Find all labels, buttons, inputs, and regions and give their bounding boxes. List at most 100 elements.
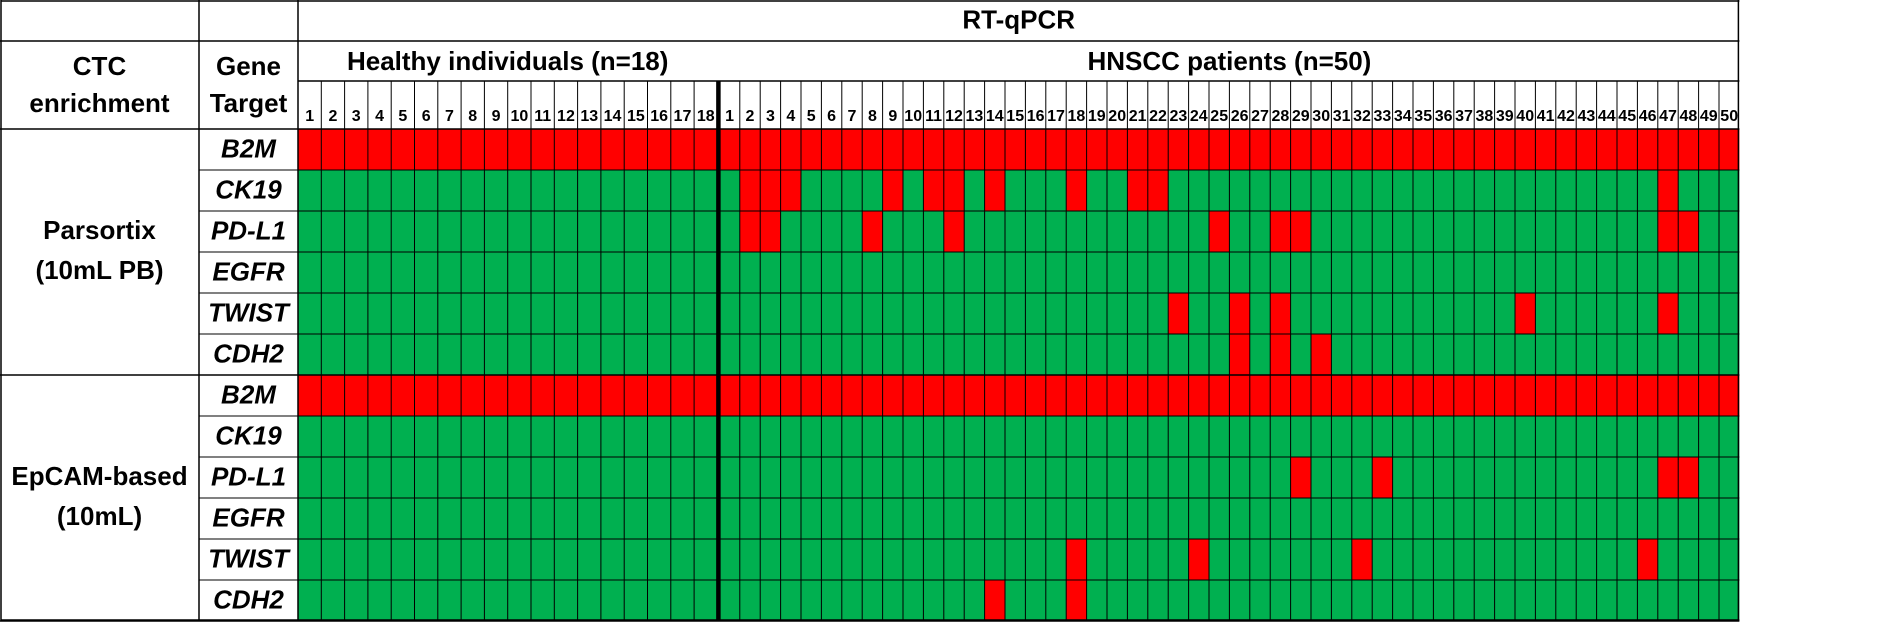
cell-patient-b2m-17: [1045, 375, 1067, 416]
cell-healthy-ck19-10: [507, 170, 531, 211]
healthy-col-number: 11: [534, 108, 551, 125]
cell-patient-twist-49: [1698, 293, 1719, 334]
cell-patient-twist-10: [903, 539, 924, 580]
cell-patient-twist-23: [1168, 539, 1189, 580]
cell-patient-egfr-10: [903, 252, 924, 293]
cell-patient-twist-40: [1515, 539, 1536, 580]
cell-healthy-pd-l1-8: [461, 457, 485, 498]
cell-patient-ck19-11: [923, 170, 944, 211]
cell-patient-ck19-45: [1617, 170, 1638, 211]
cell-patient-cdh2-6: [821, 580, 842, 621]
cell-patient-twist-40: [1515, 293, 1536, 334]
cell-patient-pd-l1-37: [1453, 211, 1475, 252]
cell-patient-egfr-49: [1698, 252, 1719, 293]
cell-patient-egfr-17: [1045, 498, 1067, 539]
cell-patient-twist-13: [964, 293, 985, 334]
patient-col-number: 48: [1680, 108, 1698, 125]
cell-patient-twist-22: [1147, 293, 1169, 334]
cell-healthy-cdh2-13: [577, 580, 601, 621]
cell-patient-b2m-45: [1617, 375, 1638, 416]
cell-patient-pd-l1-3: [760, 457, 781, 498]
cell-patient-cdh2-23: [1168, 334, 1189, 375]
cell-patient-b2m-9: [882, 375, 903, 416]
cell-patient-egfr-5: [801, 498, 822, 539]
healthy-col-number: 16: [650, 108, 668, 125]
patient-col-number: 17: [1047, 108, 1065, 125]
cell-patient-ck19-15: [1005, 416, 1026, 457]
cell-healthy-cdh2-17: [670, 580, 695, 621]
cell-healthy-pd-l1-7: [437, 457, 462, 498]
cell-patient-b2m-32: [1351, 129, 1373, 170]
healthy-col-number: 12: [557, 108, 575, 125]
cell-patient-pd-l1-27: [1249, 457, 1271, 498]
cell-patient-ck19-45: [1617, 416, 1638, 457]
cell-patient-b2m-47: [1657, 375, 1679, 416]
cell-patient-twist-6: [821, 539, 842, 580]
cell-patient-egfr-14: [984, 252, 1005, 293]
cell-patient-cdh2-9: [882, 334, 903, 375]
cell-patient-b2m-37: [1453, 375, 1475, 416]
cell-patient-egfr-10: [903, 498, 924, 539]
cell-patient-egfr-45: [1617, 252, 1638, 293]
patient-col-number: 3: [766, 108, 775, 125]
cell-patient-egfr-30: [1311, 498, 1332, 539]
cell-patient-ck19-21: [1127, 416, 1148, 457]
cell-patient-cdh2-22: [1147, 580, 1169, 621]
cell-patient-b2m-46: [1637, 375, 1658, 416]
cell-patient-ck19-33: [1372, 170, 1393, 211]
cell-healthy-egfr-6: [414, 252, 438, 293]
cell-healthy-pd-l1-6: [414, 211, 438, 252]
cell-healthy-ck19-8: [461, 170, 485, 211]
cell-patient-cdh2-47: [1657, 334, 1679, 375]
ctc-header-line2: enrichment: [29, 88, 169, 118]
cell-patient-cdh2-48: [1678, 580, 1699, 621]
cell-patient-twist-9: [882, 293, 903, 334]
cell-healthy-pd-l1-13: [577, 211, 601, 252]
cell-patient-egfr-31: [1331, 498, 1352, 539]
cell-patient-pd-l1-38: [1474, 211, 1495, 252]
cell-patient-ck19-44: [1596, 416, 1617, 457]
cell-patient-pd-l1-45: [1617, 457, 1638, 498]
cell-patient-egfr-25: [1209, 498, 1230, 539]
cell-patient-twist-26: [1229, 293, 1250, 334]
healthy-col-number: 8: [468, 108, 477, 125]
gene-label: CDH2: [213, 584, 284, 614]
cell-patient-b2m-27: [1249, 375, 1271, 416]
cell-patient-cdh2-36: [1433, 580, 1454, 621]
heatmap-labels: B2M CK19 PD-L1 EGFR TWIST CDH2 B2M CK19 PD-L1 EGF…: [11, 4, 1738, 614]
cell-patient-twist-33: [1372, 293, 1393, 334]
cell-patient-cdh2-33: [1372, 580, 1393, 621]
cell-healthy-pd-l1-2: [321, 457, 345, 498]
cell-patient-egfr-6: [821, 252, 842, 293]
cell-patient-b2m-40: [1515, 375, 1536, 416]
cell-healthy-ck19-4: [367, 416, 392, 457]
heatmap-cells: [298, 129, 1740, 621]
cell-healthy-twist-9: [484, 293, 508, 334]
cell-healthy-pd-l1-18: [694, 457, 718, 498]
ctc-header-line1: CTC: [73, 51, 127, 81]
cell-patient-b2m-16: [1025, 375, 1046, 416]
patient-col-number: 12: [945, 108, 963, 125]
cell-healthy-cdh2-12: [554, 580, 578, 621]
cell-healthy-twist-9: [484, 539, 508, 580]
cell-patient-b2m-25: [1209, 375, 1230, 416]
cell-patient-cdh2-43: [1576, 334, 1597, 375]
cell-patient-egfr-37: [1453, 498, 1475, 539]
cell-patient-egfr-3: [760, 252, 781, 293]
healthy-col-number: 1: [305, 108, 314, 125]
cell-patient-pd-l1-2: [739, 457, 761, 498]
cell-patient-pd-l1-47: [1657, 211, 1679, 252]
cell-patient-twist-26: [1229, 539, 1250, 580]
cell-patient-egfr-9: [882, 252, 903, 293]
cell-patient-egfr-28: [1270, 498, 1291, 539]
cell-healthy-twist-11: [531, 293, 555, 334]
cell-healthy-egfr-6: [414, 498, 438, 539]
cell-patient-ck19-26: [1229, 416, 1250, 457]
cell-patient-ck19-46: [1637, 416, 1658, 457]
patient-col-number: 49: [1700, 108, 1718, 125]
cell-patient-cdh2-42: [1555, 334, 1577, 375]
cell-patient-cdh2-15: [1005, 580, 1026, 621]
healthy-col-number: 2: [328, 108, 337, 125]
cell-patient-egfr-24: [1188, 252, 1209, 293]
patient-col-number: 10: [904, 108, 922, 125]
